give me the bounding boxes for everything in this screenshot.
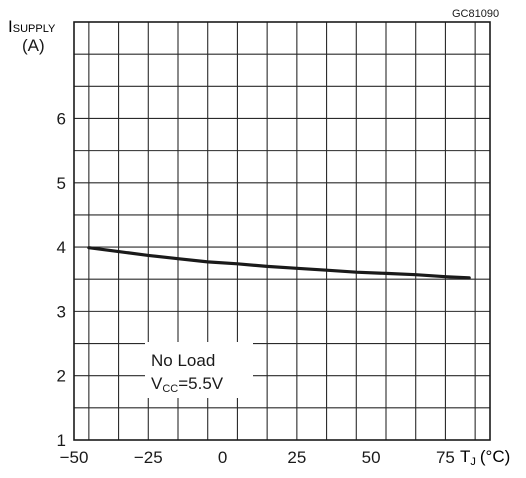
annotation-background: [145, 342, 253, 398]
x-tick-label: −25: [134, 448, 163, 467]
annotation-line-1: No Load: [151, 351, 215, 370]
annotation-line-2: VCC=5.5V: [151, 374, 224, 395]
annotation-box: No Load VCC=5.5V: [145, 342, 253, 398]
x-axis-label: TJ (°C): [460, 447, 510, 468]
grid: [74, 22, 490, 440]
x-tick-label: −50: [60, 448, 89, 467]
y-axis-subscript: SUPPLY: [13, 23, 56, 35]
annotation-vcc-subscript: CC: [162, 383, 178, 395]
y-axis-label: ISUPPLY: [8, 17, 56, 36]
y-axis-unit: (A): [22, 36, 45, 55]
figure-code: GC81090: [452, 8, 499, 20]
x-tick-label: 25: [287, 448, 306, 467]
x-tick-label: 0: [218, 448, 227, 467]
annotation-vcc-symbol: V: [151, 374, 163, 393]
y-tick-label: 5: [57, 174, 66, 193]
y-axis-symbol: I: [8, 17, 13, 36]
x-tick-labels: −50 −25 0 25 50 75: [60, 448, 455, 467]
data-series: [87, 246, 471, 280]
plot-frame: [73, 21, 491, 441]
x-axis-subscript: J: [470, 456, 476, 468]
x-axis-unit: (°C): [480, 447, 510, 466]
x-tick-label: 75: [436, 448, 455, 467]
y-tick-label: 3: [57, 302, 66, 321]
y-tick-label: 1: [57, 431, 66, 450]
y-tick-label: 6: [57, 109, 66, 128]
x-axis-symbol: T: [460, 447, 470, 466]
y-tick-labels: 1 2 3 4 5 6: [57, 109, 66, 450]
y-tick-label: 4: [57, 238, 66, 257]
y-tick-label: 2: [57, 367, 66, 386]
supply-current-curve: [87, 246, 471, 280]
x-tick-label: 50: [362, 448, 381, 467]
annotation-vcc-value: =5.5V: [178, 374, 224, 393]
